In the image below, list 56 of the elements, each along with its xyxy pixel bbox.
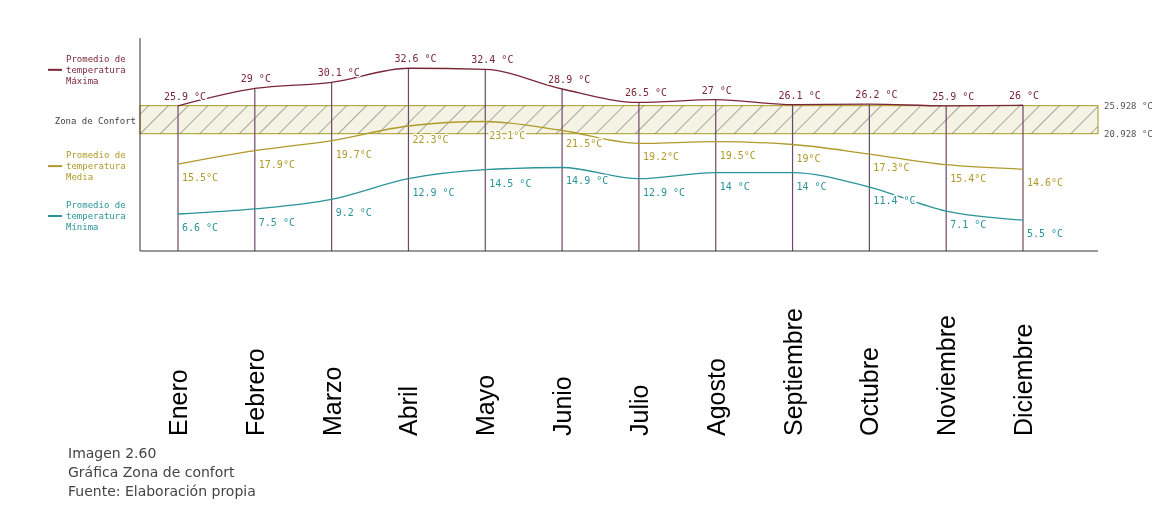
data-label: 25.9 °C xyxy=(164,90,207,102)
source-note: Fuente: Elaboración propia xyxy=(68,483,256,499)
data-label: 26.5 °C xyxy=(624,87,668,99)
data-label: 15.5°C xyxy=(182,172,219,184)
y-tick-label: 25.928 °C xyxy=(1104,100,1153,111)
data-label: 32.4 °C xyxy=(471,54,514,66)
data-label: 15.4°C xyxy=(950,172,987,184)
data-label: 9.2 °C xyxy=(335,207,372,219)
data-label: 32.6 °C xyxy=(394,53,437,65)
data-label: 26.1 °C xyxy=(778,89,821,101)
data-label: 26.2 °C xyxy=(855,89,898,101)
x-tick-label: Octubre xyxy=(855,347,884,436)
data-label: 14.5 °C xyxy=(489,177,532,189)
data-label: 26 °C xyxy=(1009,90,1040,102)
data-label: 5.5 °C xyxy=(1027,228,1064,240)
text: Gráfica Zona de confort xyxy=(68,464,236,480)
data-label: 19°C xyxy=(796,152,821,164)
data-label: 12.9 °C xyxy=(412,186,455,198)
data-label: 17.9°C xyxy=(258,158,295,170)
data-label: 14.9 °C xyxy=(566,175,609,187)
data-label: 12.9 °C xyxy=(642,186,686,198)
data-label: 29 °C xyxy=(240,73,271,85)
data-label: 25.9 °C xyxy=(932,90,975,102)
data-label: 28.9 °C xyxy=(548,74,591,86)
y-tick-label: 20.928 °C xyxy=(1104,128,1153,139)
data-label: 14 °C xyxy=(796,180,827,192)
legend-label: Promedio de temperatura Mínima xyxy=(66,200,126,233)
data-label: 17.3°C xyxy=(873,162,910,174)
data-label: 19.7°C xyxy=(335,148,372,160)
x-tick-label: Septiembre xyxy=(778,308,807,436)
line-series xyxy=(177,120,1024,170)
text: Imagen 2.60 xyxy=(68,445,157,461)
data-label: 19.5°C xyxy=(719,149,756,161)
data-label: 14 °C xyxy=(719,180,750,192)
x-tick-label: Marzo xyxy=(317,366,346,436)
x-tick-label: Abril xyxy=(394,385,423,436)
data-label: 7.5 °C xyxy=(258,216,295,228)
data-label: 30.1 °C xyxy=(317,67,360,79)
legend-label: Promedio de temperatura Media xyxy=(66,150,126,183)
x-tick-label: Enero xyxy=(164,369,192,436)
x-tick-label: Julio xyxy=(624,384,653,436)
x-tick-label: Noviembre xyxy=(932,315,961,436)
x-tick-label: Mayo xyxy=(471,374,500,436)
data-label: 21.5°C xyxy=(566,138,603,150)
data-label: 22.3°C xyxy=(412,134,449,145)
data-label: 14.6°C xyxy=(1027,177,1064,189)
x-tick-label: Diciembre xyxy=(1009,323,1037,436)
data-label: 19.2°C xyxy=(642,151,680,163)
x-tick-label: Junio xyxy=(548,376,577,436)
x-tick-label: Febrero xyxy=(240,348,269,436)
band-label: Zona de Confort xyxy=(54,115,136,126)
data-label: 27 °C xyxy=(701,84,732,96)
data-label: 7.1 °C xyxy=(950,219,987,231)
data-label: 6.6 °C xyxy=(182,222,219,234)
legend-label: Promedio de temperatura Máxima xyxy=(66,53,126,86)
x-tick-label: Agosto xyxy=(701,358,730,436)
